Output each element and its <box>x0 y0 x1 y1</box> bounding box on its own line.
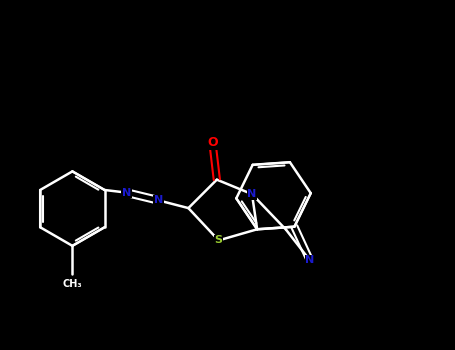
Text: N: N <box>305 255 314 265</box>
Text: CH₃: CH₃ <box>63 279 82 289</box>
Text: N: N <box>248 189 257 199</box>
Text: O: O <box>207 136 218 149</box>
Text: N: N <box>122 188 131 198</box>
Text: S: S <box>215 236 222 245</box>
Text: N: N <box>154 195 163 205</box>
